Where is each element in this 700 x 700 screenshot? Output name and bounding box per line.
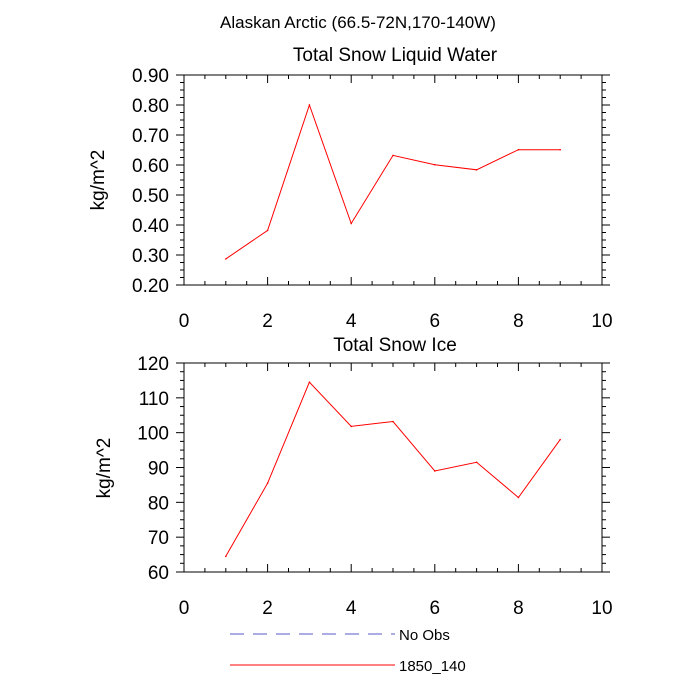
data-point: [517, 496, 520, 499]
data-point: [266, 229, 269, 232]
data-point: [225, 258, 227, 260]
panel-snow-liquid-water: Total Snow Liquid Water kg/m^2 0 2 4 6 8 10 0.…: [88, 45, 613, 332]
x-tick-label: 6: [430, 311, 441, 332]
x-tick-label: 4: [346, 311, 357, 332]
y-tick-label: 100: [137, 424, 169, 445]
y-tick-label: 0.50: [132, 186, 169, 207]
legend: No Obs 1850_140: [230, 627, 466, 675]
x-tick-label: 10: [591, 311, 612, 332]
y-tick-label: 120: [137, 354, 169, 375]
y-tick-label: 0.30: [132, 246, 169, 267]
data-point: [266, 482, 269, 484]
data-point: [350, 425, 353, 428]
y-tick-label: 70: [148, 528, 169, 549]
x-tick-label: 4: [346, 598, 357, 619]
y-tick-label: 60: [148, 563, 169, 584]
x-tick-label: 2: [262, 598, 273, 619]
y-tick-label: 0.20: [132, 276, 169, 297]
data-point: [434, 163, 436, 166]
plot-frame: [183, 362, 603, 573]
plot-area: 0 2 4 6 8 10 60 70 80 90 100 110 120: [137, 354, 612, 619]
x-tick-label: 2: [262, 311, 273, 332]
y-tick-label: 0.70: [132, 126, 169, 147]
data-point: [350, 222, 353, 225]
y-axis-label: kg/m^2: [94, 438, 115, 499]
series-line-1850-140: [225, 103, 561, 260]
y-tick-label: 110: [139, 389, 169, 410]
y-axis-label: kg/m^2: [88, 150, 109, 211]
y-tick-label: 80: [148, 493, 169, 514]
y-tick-label: 0.90: [132, 66, 169, 87]
series-line-1850-140: [225, 381, 561, 557]
data-point: [392, 420, 394, 423]
plot-frame: [183, 74, 603, 286]
legend-label-no-obs: No Obs: [399, 627, 450, 644]
data-point: [392, 154, 394, 157]
data-point: [225, 555, 227, 558]
y-tick-label: 0.60: [132, 156, 169, 177]
data-point: [475, 169, 478, 171]
data-point: [559, 438, 561, 441]
data-point: [517, 148, 520, 151]
panel-title: Total Snow Ice: [333, 335, 457, 356]
x-tick-label: 10: [591, 598, 612, 619]
y-tick-label: 0.40: [132, 216, 169, 237]
y-tick-label: 0.80: [132, 96, 169, 117]
x-tick-label: 8: [513, 598, 524, 619]
panel-snow-ice: Total Snow Ice kg/m^2 0 2 4 6 8 10 60 70 80 90 100…: [94, 335, 613, 619]
figure-title: Alaskan Arctic (66.5-72N,170-140W): [220, 13, 496, 32]
data-point: [475, 461, 478, 464]
x-tick-label: 8: [513, 311, 524, 332]
data-point: [308, 381, 311, 383]
data-point: [434, 470, 436, 472]
data-point: [559, 148, 561, 151]
legend-label-1850-140: 1850_140: [399, 658, 466, 675]
x-tick-label: 0: [179, 598, 190, 619]
panel-title: Total Snow Liquid Water: [293, 45, 498, 66]
plot-area: 0 2 4 6 8 10 0.20 0.30 0.40 0.50 0.60 0.70 0.80 0.90: [132, 66, 613, 332]
data-point: [308, 104, 311, 106]
y-tick-label: 90: [148, 459, 169, 480]
x-tick-label: 0: [179, 311, 190, 332]
x-tick-label: 6: [430, 598, 441, 619]
